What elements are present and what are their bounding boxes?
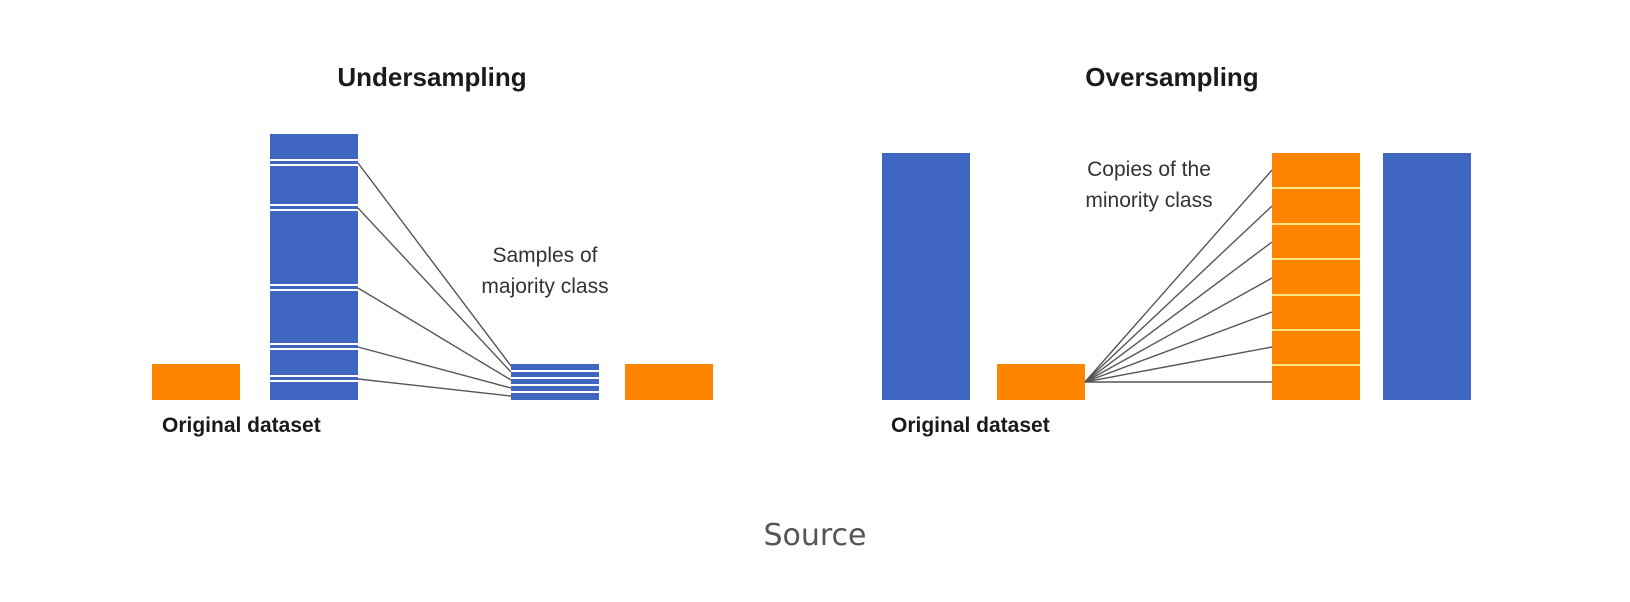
minority-copy-dividers — [1272, 187, 1360, 366]
oversampling-panel: Oversampling Copies of the minority clas… — [882, 62, 1471, 437]
undersampling-original-dataset-label: Original dataset — [162, 414, 321, 437]
oversampling-annotation-line-1: Copies of the — [1087, 158, 1211, 181]
undersampling-original-majority-bar — [270, 134, 358, 400]
oversampling-annotation-line-2: minority class — [1085, 189, 1212, 212]
oversampling-title: Oversampling — [1085, 62, 1258, 92]
oversampled-majority-bar — [1383, 153, 1471, 400]
undersampling-annotation-line-2: majority class — [481, 275, 608, 298]
source-link[interactable]: Source — [763, 518, 867, 553]
undersampling-title: Undersampling — [337, 62, 526, 92]
oversampling-original-minority-bar — [997, 364, 1085, 400]
undersampled-majority-bar — [511, 364, 599, 400]
undersampling-original-minority-bar — [152, 364, 240, 400]
undersampled-majority-stripes — [511, 370, 599, 393]
undersampling-annotation-line-1: Samples of — [492, 244, 597, 267]
oversampling-original-majority-bar — [882, 153, 970, 400]
resampling-diagram: Undersampling Samples of ma — [152, 62, 1471, 437]
undersampling-panel: Undersampling Samples of ma — [152, 62, 713, 437]
undersampling-connectors — [357, 162, 512, 397]
majority-sample-stripes — [270, 159, 358, 382]
undersampled-minority-bar — [625, 364, 713, 400]
oversampling-connectors — [1084, 169, 1273, 383]
oversampled-minority-bar — [1272, 153, 1360, 400]
oversampling-original-dataset-label: Original dataset — [891, 414, 1050, 437]
